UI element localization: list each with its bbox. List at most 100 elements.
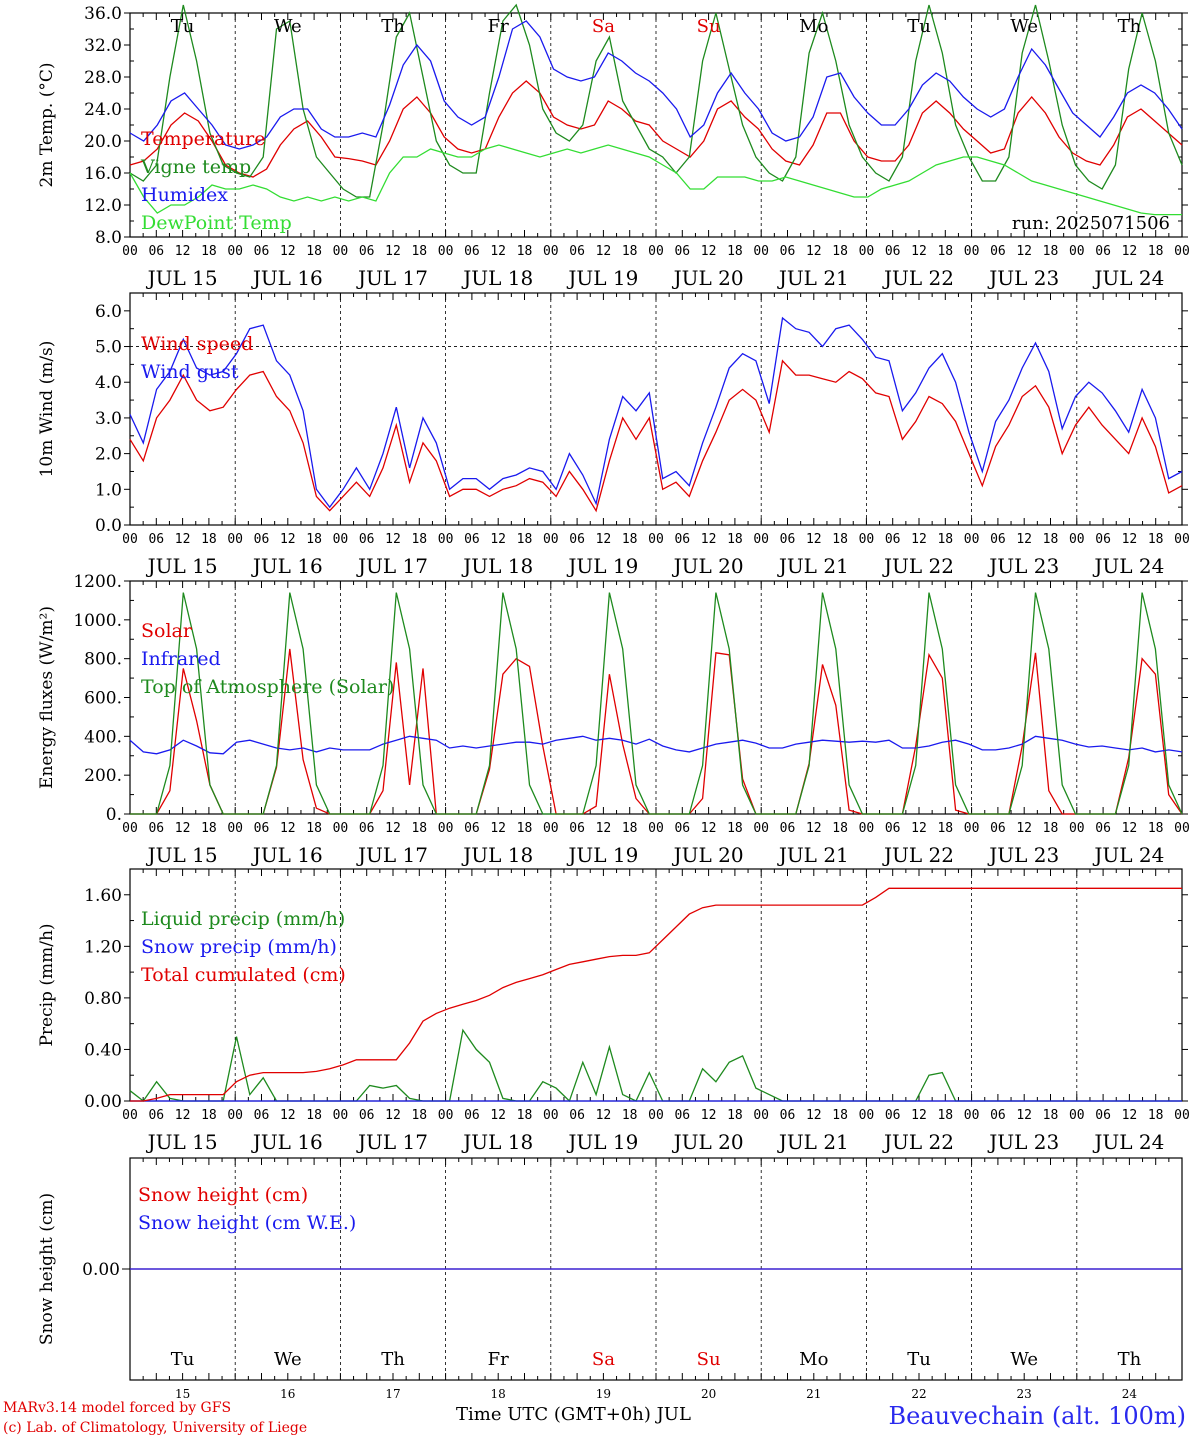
date-label: JUL 23 <box>987 843 1059 867</box>
hour-tick-label: 00 <box>543 1108 559 1123</box>
series-line-liquid-precip-mm-h- <box>129 1028 1182 1103</box>
y-axis-label: 10m Wind (m/s) <box>37 341 57 478</box>
hour-tick-label: 18 <box>1043 244 1059 259</box>
hour-tick-label: 18 <box>622 532 638 547</box>
day-number-label: 16 <box>280 1387 295 1401</box>
hour-tick-label: 12 <box>596 532 612 547</box>
hour-tick-label: 18 <box>517 532 533 547</box>
legend-humidex: Humidex <box>141 184 228 206</box>
hour-tick-label: 06 <box>464 821 480 836</box>
day-name-label: We <box>274 16 302 37</box>
hour-tick-label: 06 <box>1095 821 1111 836</box>
date-label: JUL 20 <box>672 1130 744 1154</box>
date-label: JUL 15 <box>146 266 218 290</box>
date-label: JUL 21 <box>777 266 849 290</box>
date-label: JUL 21 <box>777 1130 849 1154</box>
hour-tick-label: 00 <box>1069 532 1085 547</box>
y-tick-label: 1.20 <box>84 937 122 957</box>
date-label: JUL 19 <box>566 1130 638 1154</box>
day-name-label: Tu <box>907 1349 931 1370</box>
hour-tick-label: 12 <box>280 1108 296 1123</box>
hour-tick-label: 18 <box>411 532 427 547</box>
hour-tick-label: 12 <box>385 532 401 547</box>
hour-tick-label: 06 <box>359 1108 375 1123</box>
hour-tick-label: 00 <box>964 244 980 259</box>
hour-tick-label: 06 <box>780 1108 796 1123</box>
hour-tick-label: 12 <box>385 1108 401 1123</box>
hour-tick-label: 18 <box>306 821 322 836</box>
date-label: JUL 18 <box>461 266 533 290</box>
series-line-top-of-atmosphere-solar- <box>130 592 1183 815</box>
hour-tick-label: 06 <box>464 1108 480 1123</box>
hour-tick-label: 12 <box>1122 1108 1138 1123</box>
day-number-label: 21 <box>806 1387 821 1401</box>
hour-tick-label: 12 <box>385 244 401 259</box>
hour-tick-label: 18 <box>727 532 743 547</box>
day-name-label: We <box>274 1349 302 1370</box>
hour-tick-label: 00 <box>648 821 664 836</box>
y-tick-label: 28.0 <box>84 68 122 88</box>
hour-tick-label: 12 <box>175 532 191 547</box>
model-credit: MARv3.14 model forced by GFS <box>3 1400 232 1416</box>
hour-tick-label: 06 <box>780 244 796 259</box>
date-label: JUL 18 <box>461 843 533 867</box>
hour-tick-label: 00 <box>1069 1108 1085 1123</box>
hour-tick-label: 06 <box>569 1108 585 1123</box>
hour-tick-label: 12 <box>490 532 506 547</box>
hour-tick-label: 00 <box>964 532 980 547</box>
hour-tick-label: 00 <box>859 1108 875 1123</box>
hour-tick-label: 18 <box>411 244 427 259</box>
y-tick-label: 4.0 <box>95 373 122 393</box>
hour-tick-label: 18 <box>411 1108 427 1123</box>
day-name-label: Fr <box>488 1349 509 1370</box>
hour-tick-label: 06 <box>990 244 1006 259</box>
hour-tick-label: 06 <box>569 532 585 547</box>
hour-tick-label: 00 <box>333 821 349 836</box>
date-label: JUL 17 <box>356 554 428 578</box>
date-label: JUL 22 <box>882 554 954 578</box>
y-tick-label: 20.0 <box>84 132 122 152</box>
hour-tick-label: 00 <box>333 244 349 259</box>
day-name-label: Th <box>1118 16 1142 37</box>
hour-tick-label: 00 <box>1174 532 1190 547</box>
hour-tick-label: 12 <box>911 821 927 836</box>
hour-tick-label: 06 <box>254 532 270 547</box>
date-label: JUL 16 <box>251 266 323 290</box>
hour-tick-label: 18 <box>727 244 743 259</box>
hour-tick-label: 12 <box>175 1108 191 1123</box>
hour-tick-label: 12 <box>490 1108 506 1123</box>
hour-tick-label: 00 <box>648 532 664 547</box>
day-name-label: Th <box>381 1349 405 1370</box>
hour-tick-label: 12 <box>911 244 927 259</box>
date-label: JUL 16 <box>251 554 323 578</box>
hour-tick-label: 00 <box>753 821 769 836</box>
y-tick-label: 600. <box>84 689 122 709</box>
hour-tick-label: 00 <box>859 821 875 836</box>
hour-tick-label: 00 <box>122 1108 138 1123</box>
hour-tick-label: 18 <box>937 821 953 836</box>
hour-tick-label: 00 <box>438 1108 454 1123</box>
hour-tick-label: 12 <box>490 244 506 259</box>
hour-tick-label: 06 <box>780 821 796 836</box>
hour-tick-label: 00 <box>122 244 138 259</box>
run-annotation: run: 2025071506 <box>1012 213 1170 234</box>
date-label: JUL 17 <box>356 1130 428 1154</box>
panel-5: 0.00 Snow height (cm) Snow height (cm) Snow… <box>37 1157 1183 1401</box>
hour-tick-label: 18 <box>832 532 848 547</box>
hour-tick-label: 00 <box>543 532 559 547</box>
series-line-humidex <box>129 20 1183 150</box>
day-number-label: 22 <box>911 1387 926 1401</box>
day-name-label: Fr <box>488 16 509 37</box>
hour-tick-label: 18 <box>201 821 217 836</box>
y-tick-label: 3.0 <box>95 409 122 429</box>
hour-tick-label: 18 <box>411 821 427 836</box>
day-name-label: Mo <box>799 1349 828 1370</box>
day-name-label: Sa <box>592 16 615 37</box>
date-label: JUL 23 <box>987 1130 1059 1154</box>
y-tick-label: 8.0 <box>95 228 122 248</box>
legend-dewpoint-temp: DewPoint Temp <box>141 212 292 234</box>
hour-tick-label: 12 <box>280 821 296 836</box>
legend-infrared: Infrared <box>141 648 221 670</box>
date-label: JUL 16 <box>251 1130 323 1154</box>
hour-tick-label: 06 <box>148 244 164 259</box>
